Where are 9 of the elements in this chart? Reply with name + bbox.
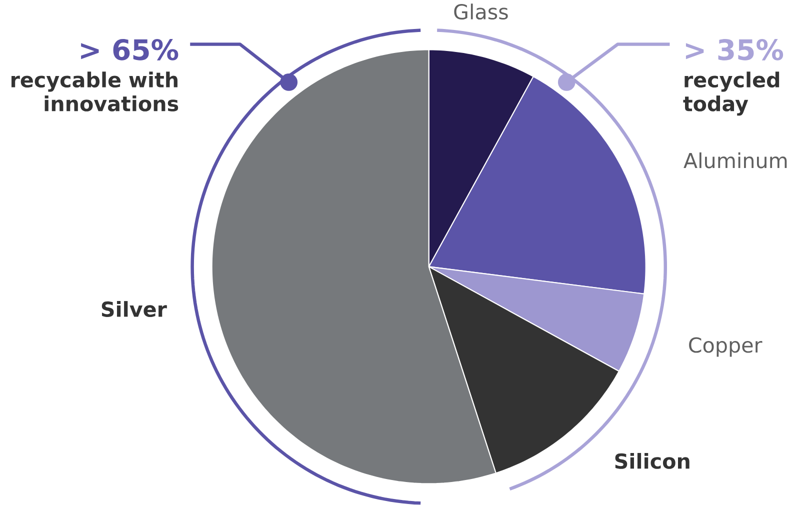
slice-label: Copper [689, 337, 762, 357]
text: recycable with innovations [12, 72, 178, 112]
text: > 65% [81, 39, 178, 60]
text: recycled today [683, 72, 780, 116]
slice-label: Silver [102, 301, 167, 318]
text: > 35% [686, 39, 784, 60]
slice-label: Glass [454, 4, 508, 20]
slice-label: Aluminum [684, 152, 787, 168]
slice-label: Silicon [615, 453, 690, 470]
